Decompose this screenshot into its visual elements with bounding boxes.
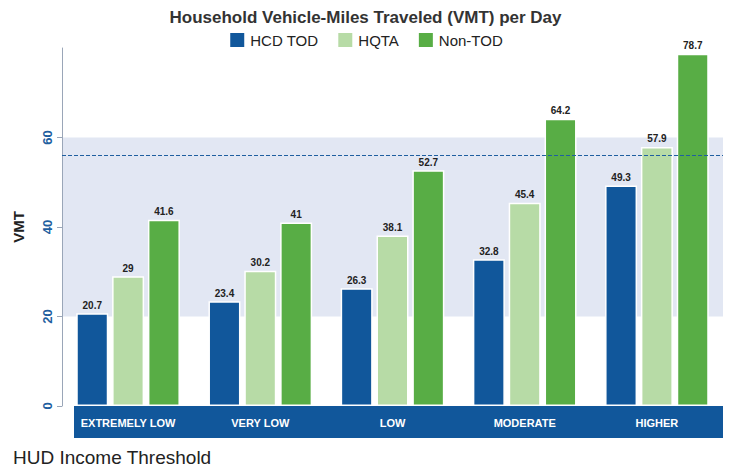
svg-text:26.3: 26.3 bbox=[347, 275, 367, 286]
svg-text:MODERATE: MODERATE bbox=[494, 417, 556, 429]
svg-text:29: 29 bbox=[123, 263, 135, 274]
svg-text:HQTA: HQTA bbox=[358, 32, 399, 49]
svg-text:40: 40 bbox=[40, 220, 55, 234]
svg-text:52.7: 52.7 bbox=[419, 157, 439, 168]
svg-text:HCD TOD: HCD TOD bbox=[250, 32, 318, 49]
svg-text:20: 20 bbox=[40, 309, 55, 323]
svg-text:VMT: VMT bbox=[10, 211, 27, 243]
svg-text:49.3: 49.3 bbox=[611, 172, 631, 183]
svg-text:HUD Income Threshold: HUD Income Threshold bbox=[13, 447, 211, 468]
svg-text:41.6: 41.6 bbox=[154, 206, 174, 217]
svg-text:20.7: 20.7 bbox=[83, 300, 103, 311]
svg-text:Non-TOD: Non-TOD bbox=[439, 32, 503, 49]
svg-text:38.1: 38.1 bbox=[383, 222, 403, 233]
svg-text:23.4: 23.4 bbox=[215, 288, 235, 299]
svg-text:41: 41 bbox=[291, 209, 303, 220]
svg-text:30.2: 30.2 bbox=[251, 257, 271, 268]
svg-text:32.8: 32.8 bbox=[479, 246, 499, 257]
svg-text:45.4: 45.4 bbox=[515, 189, 535, 200]
svg-text:0: 0 bbox=[40, 402, 55, 409]
svg-text:64.2: 64.2 bbox=[551, 105, 571, 116]
svg-text:Household Vehicle-Miles Travel: Household Vehicle-Miles Traveled (VMT) p… bbox=[169, 8, 562, 27]
svg-text:VERY LOW: VERY LOW bbox=[231, 417, 290, 429]
svg-text:57.9: 57.9 bbox=[647, 133, 667, 144]
svg-text:HIGHER: HIGHER bbox=[636, 417, 679, 429]
svg-text:60: 60 bbox=[40, 130, 55, 144]
svg-text:LOW: LOW bbox=[380, 417, 406, 429]
svg-text:78.7: 78.7 bbox=[683, 40, 703, 51]
svg-text:EXTREMELY LOW: EXTREMELY LOW bbox=[81, 417, 176, 429]
